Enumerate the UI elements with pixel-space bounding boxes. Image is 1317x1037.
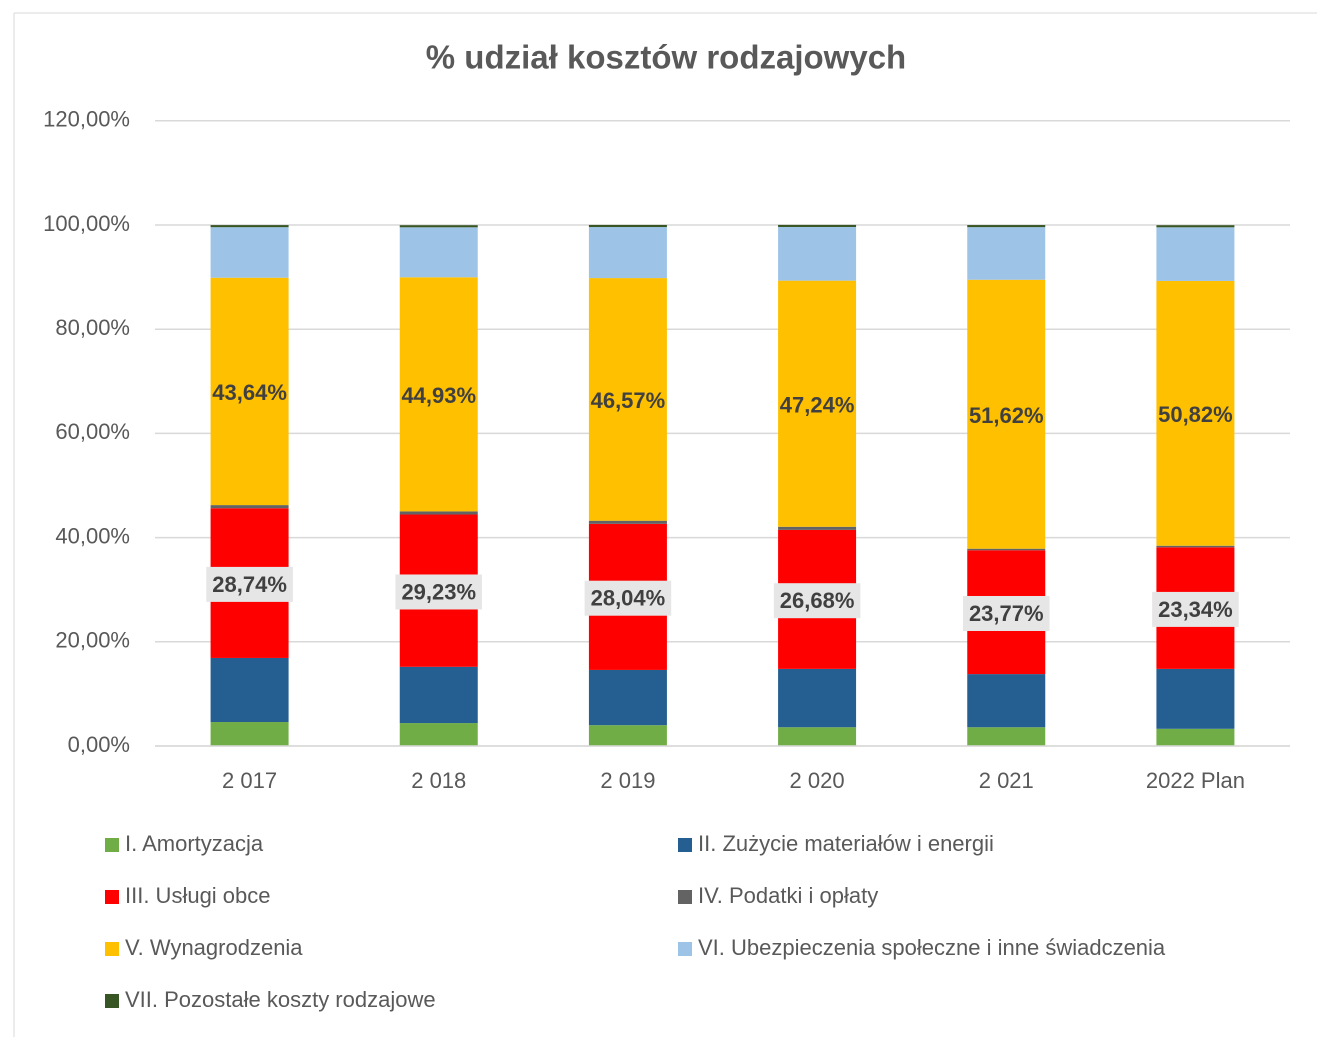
bar-segment	[778, 280, 857, 527]
bar-segment	[210, 227, 289, 278]
legend-swatch	[105, 942, 119, 956]
bar-segment	[967, 279, 1046, 549]
bar-segment	[399, 227, 478, 278]
bar-segment	[588, 227, 667, 279]
legend-swatch	[678, 890, 692, 904]
bar-segment	[588, 725, 667, 746]
bar-segment	[778, 224, 857, 227]
bar-segment	[1156, 728, 1235, 746]
legend-label: VII. Pozostałe koszty rodzajowe	[125, 987, 436, 1012]
data-label-box	[1152, 591, 1239, 627]
y-tick-label: 120,00%	[43, 107, 130, 132]
data-label-box	[206, 566, 293, 602]
bar-segment	[967, 227, 1046, 280]
bar-segment	[967, 225, 1046, 228]
legend-swatch	[105, 994, 119, 1008]
bar-segment	[778, 226, 857, 281]
legend-swatch	[105, 838, 119, 852]
y-tick-label: 20,00%	[55, 628, 130, 653]
bar-segment	[588, 520, 667, 524]
data-label-box	[395, 574, 483, 610]
bar-segment	[210, 225, 289, 228]
legend-label: I. Amortyzacja	[125, 831, 264, 856]
data-label: 44,93%	[401, 383, 476, 408]
legend-label: V. Wynagrodzenia	[125, 935, 303, 960]
bar-segment	[210, 277, 289, 506]
data-label: 26,68%	[780, 588, 855, 613]
bar-segment	[1156, 545, 1235, 548]
legend-swatch	[105, 890, 119, 904]
bar-segment	[210, 657, 289, 723]
y-tick-label: 100,00%	[43, 211, 130, 236]
bar-segment	[1156, 280, 1235, 546]
bar-segment	[399, 225, 478, 228]
bar-segment	[210, 505, 289, 509]
data-label: 50,82%	[1158, 402, 1233, 427]
data-label: 47,24%	[780, 393, 855, 418]
x-tick-label: 2022 Plan	[1146, 768, 1245, 793]
data-label: 23,77%	[969, 601, 1044, 626]
data-label: 51,62%	[969, 403, 1044, 428]
y-tick-label: 40,00%	[55, 523, 130, 548]
bar-segment	[967, 674, 1046, 728]
bar-segment	[967, 548, 1046, 551]
legend-swatch	[678, 838, 692, 852]
x-tick-label: 2 018	[411, 768, 466, 793]
legend-swatch	[678, 942, 692, 956]
bar-segment	[778, 727, 857, 746]
legend-label: III. Usługi obce	[125, 883, 271, 908]
bar-segment	[1156, 227, 1235, 281]
legend-label: IV. Podatki i opłaty	[698, 883, 878, 908]
data-label: 28,04%	[591, 586, 666, 611]
data-label: 23,34%	[1158, 597, 1233, 622]
bar-segment	[778, 668, 857, 728]
bar-segment	[1156, 225, 1235, 228]
data-label: 46,57%	[591, 388, 666, 413]
bar-segment	[210, 722, 289, 746]
x-tick-label: 2 020	[790, 768, 845, 793]
legend-label: VI. Ubezpieczenia społeczne i inne świad…	[698, 935, 1166, 960]
legend-label: II. Zużycie materiałów i energii	[698, 831, 994, 856]
bar-segment	[399, 511, 478, 515]
bar-segment	[588, 669, 667, 726]
x-tick-label: 2 019	[600, 768, 655, 793]
bar-segment	[967, 727, 1046, 746]
bar-segment	[399, 277, 478, 512]
y-tick-label: 60,00%	[55, 419, 130, 444]
x-tick-label: 2 021	[979, 768, 1034, 793]
data-label: 29,23%	[401, 579, 476, 604]
y-tick-label: 0,00%	[68, 732, 130, 757]
chart-title: % udział kosztów rodzajowych	[426, 39, 906, 76]
bar-segment	[1156, 668, 1235, 729]
bar-segment	[588, 278, 667, 521]
bar-segment	[399, 723, 478, 746]
y-tick-label: 80,00%	[55, 315, 130, 340]
data-label-box	[584, 580, 672, 616]
bar-segment	[399, 666, 478, 724]
bar-segment	[778, 526, 857, 530]
data-label: 43,64%	[212, 380, 287, 405]
bar-segment	[588, 224, 667, 228]
data-label-box	[773, 583, 861, 619]
data-label-box	[962, 595, 1050, 631]
data-label: 28,74%	[212, 572, 287, 597]
x-tick-label: 2 017	[222, 768, 277, 793]
